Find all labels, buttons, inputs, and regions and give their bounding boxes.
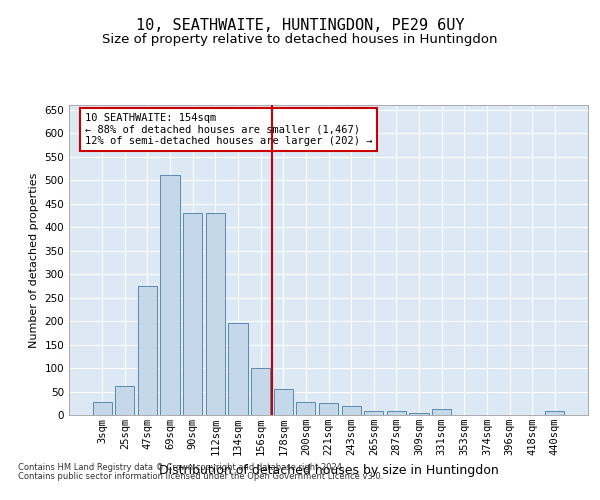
Bar	[341, 406, 361, 415]
Bar	[229, 324, 248, 415]
Bar	[92, 402, 112, 415]
Bar	[409, 412, 428, 415]
Text: Size of property relative to detached houses in Huntingdon: Size of property relative to detached ho…	[102, 32, 498, 46]
Bar	[364, 411, 383, 415]
Text: 10, SEATHWAITE, HUNTINGDON, PE29 6UY: 10, SEATHWAITE, HUNTINGDON, PE29 6UY	[136, 18, 464, 32]
X-axis label: Distribution of detached houses by size in Huntingdon: Distribution of detached houses by size …	[158, 464, 499, 476]
Bar	[319, 404, 338, 415]
Text: 10 SEATHWAITE: 154sqm
← 88% of detached houses are smaller (1,467)
12% of semi-d: 10 SEATHWAITE: 154sqm ← 88% of detached …	[85, 113, 372, 146]
Text: Contains HM Land Registry data © Crown copyright and database right 2024.: Contains HM Land Registry data © Crown c…	[18, 464, 344, 472]
Bar	[115, 386, 134, 415]
Bar	[251, 368, 270, 415]
Bar	[206, 213, 225, 415]
Bar	[545, 411, 565, 415]
Bar	[183, 213, 202, 415]
Bar	[138, 286, 157, 415]
Text: Contains public sector information licensed under the Open Government Licence v3: Contains public sector information licen…	[18, 472, 383, 481]
Bar	[387, 411, 406, 415]
Bar	[296, 402, 316, 415]
Y-axis label: Number of detached properties: Number of detached properties	[29, 172, 39, 348]
Bar	[274, 389, 293, 415]
Bar	[160, 176, 180, 415]
Bar	[432, 410, 451, 415]
